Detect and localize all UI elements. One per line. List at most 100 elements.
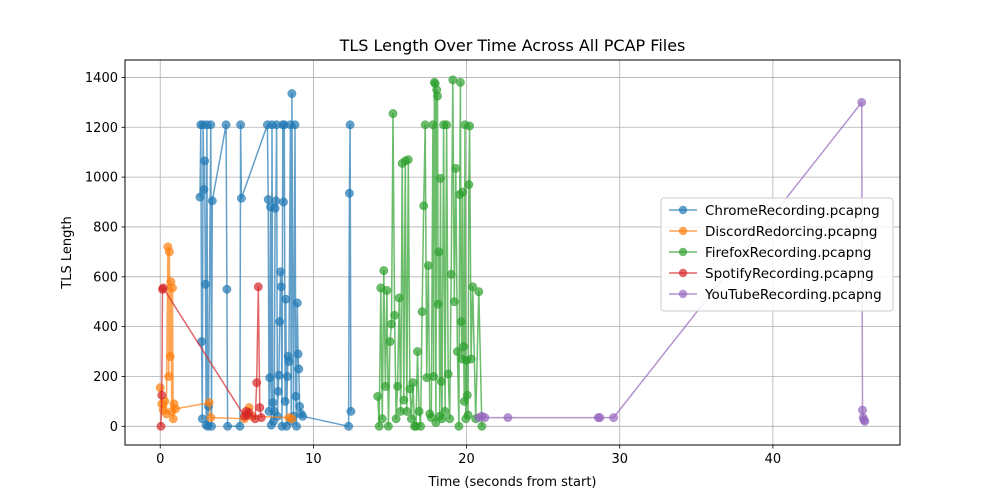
data-point [200,279,210,289]
data-point [280,396,290,406]
data-point [436,173,445,183]
data-point [281,294,291,304]
data-point [454,421,464,431]
legend-marker [678,289,688,299]
data-point [168,414,178,424]
legend-label: DiscordRedorcing.pcapng [705,224,877,240]
data-point [442,120,452,130]
data-point [417,307,427,317]
data-point [165,352,175,361]
data-point [399,395,409,405]
data-point [382,286,392,295]
legend-marker [678,205,688,215]
data-point [403,155,413,165]
data-point [429,372,439,381]
data-point [156,421,166,431]
y-tick-label: 1200 [85,121,118,136]
data-point [195,192,205,202]
data-point [414,406,424,416]
data-point [445,414,455,424]
data-point [380,381,390,391]
data-point [379,266,389,276]
data-point [374,421,384,431]
data-point [287,414,297,424]
data-point [157,390,167,400]
y-tick-label: 400 [93,320,118,335]
data-point [344,421,354,431]
legend-label: YouTubeRecording.pcapng [704,287,882,303]
data-point [244,408,254,418]
data-point [223,421,233,431]
data-point [346,406,356,416]
data-point [272,411,282,421]
data-point [857,97,867,107]
data-point [256,413,266,423]
data-point [270,203,280,213]
data-point [385,337,395,347]
legend-label: ChromeRecording.pcapng [705,203,880,219]
data-point [436,377,446,386]
data-point [275,317,285,327]
data-point [282,372,292,381]
data-point [437,414,447,424]
data-point [443,369,453,379]
data-point [477,421,487,431]
data-point [276,267,285,277]
data-point [451,163,461,173]
data-point [390,310,400,320]
data-point [463,410,473,420]
data-point [420,120,430,130]
data-point [458,187,468,197]
data-point [456,317,466,327]
data-point [446,269,456,279]
data-point [373,391,383,401]
data-point [253,282,263,292]
data-point [480,413,490,423]
data-point [204,398,214,408]
legend-label: FirefoxRecording.pcapng [705,245,871,261]
legend-label: SpotifyRecording.pcapng [705,266,874,282]
data-point [255,403,265,413]
y-axis-label: TLS Length [60,216,75,289]
data-point [391,414,401,424]
data-point [222,284,232,294]
data-point [298,411,308,421]
x-tick-label: 10 [305,452,322,467]
data-point [440,406,450,416]
data-point [416,421,426,431]
data-point [207,196,217,206]
data-point [200,156,210,166]
data-point [207,421,216,431]
data-point [276,282,286,292]
y-tick-label: 1000 [85,171,118,186]
data-point [434,247,444,257]
data-point [474,287,484,297]
data-point [291,391,301,401]
legend-marker [678,226,688,236]
data-point [171,404,180,414]
data-point [377,414,387,424]
data-point [459,342,468,352]
legend-marker [678,268,688,278]
data-point [455,77,465,87]
series-layer [155,75,870,431]
data-point [199,185,209,195]
data-point [279,197,288,207]
data-point [290,120,300,130]
x-tick-label: 30 [611,452,628,467]
data-point [387,319,396,329]
data-point [383,421,393,431]
data-point [155,383,165,393]
data-point [168,283,177,293]
data-point [263,195,273,204]
data-point [462,390,472,400]
data-point [236,193,246,203]
chart-title: TLS Length Over Time Across All PCAP Fil… [339,36,686,55]
data-point [164,372,174,381]
data-point [452,347,462,357]
data-point [448,75,458,85]
data-point [388,109,398,119]
y-tick-label: 200 [93,370,118,385]
legend: ChromeRecording.pcapng DiscordRedorcing.p… [660,197,894,312]
